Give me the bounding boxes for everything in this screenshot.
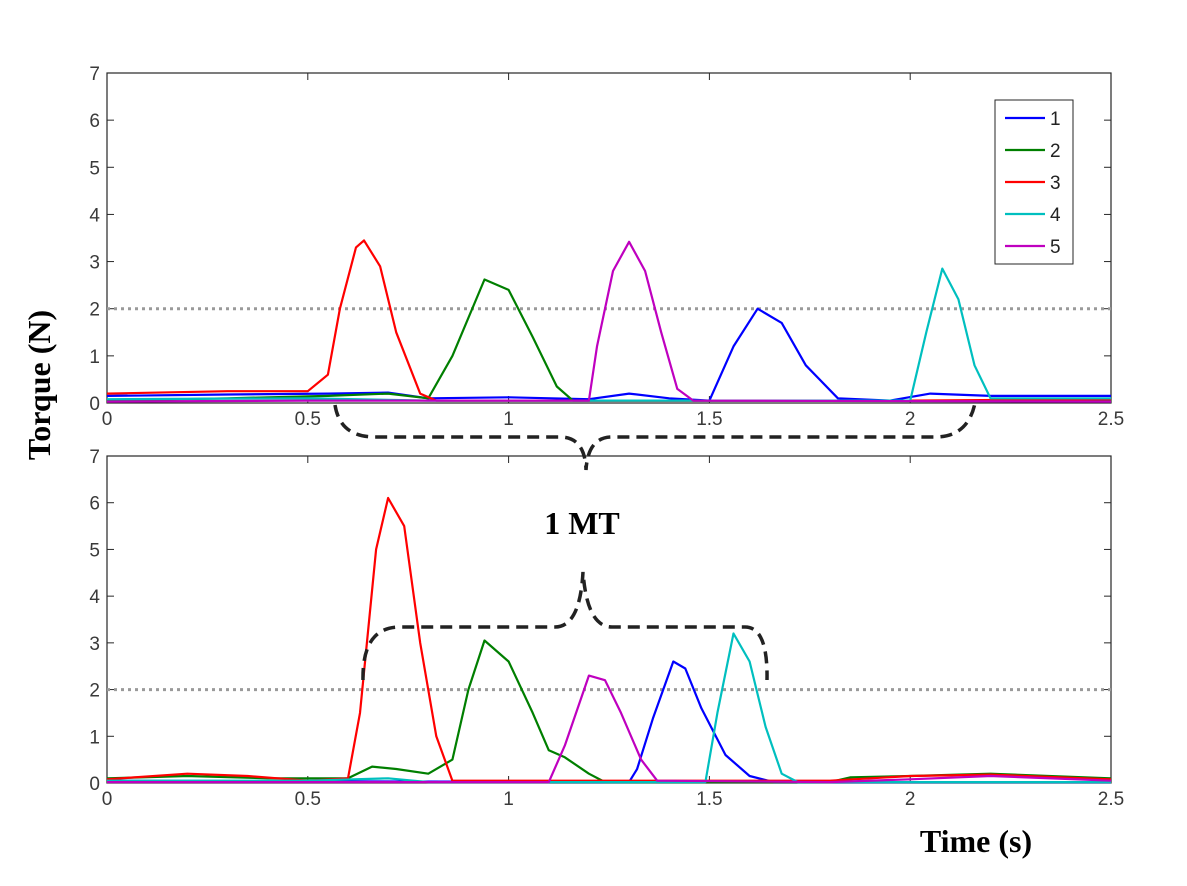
x-tick-label: 0.5: [295, 789, 321, 810]
legend: 1 2 3 4 5: [994, 99, 1074, 265]
legend-label: 3: [1050, 173, 1061, 194]
x-tick-label: 0: [102, 789, 113, 810]
y-tick-label: 4: [89, 205, 100, 226]
top-panel: 0 1 2 3 4 5 6 7 0 0.5 1 1.5 2 2.5 1 2 3 4 5: [89, 64, 1124, 430]
upper-brace: [333, 402, 977, 471]
y-tick-label: 6: [89, 111, 100, 132]
y-tick-label: 0: [89, 394, 100, 415]
series-line-2: [106, 639, 1112, 784]
y-tick-label: 3: [89, 253, 100, 274]
x-tick-label: 0.5: [295, 409, 321, 430]
series-line-3: [106, 239, 1112, 402]
series-line-5: [106, 240, 1112, 403]
y-tick-label: 7: [89, 447, 100, 468]
x-tick-label: 1: [503, 789, 514, 810]
series-line-4: [107, 632, 1111, 784]
lower-brace: [361, 571, 769, 681]
x-tick-label: 2: [905, 409, 916, 430]
y-tick-label: 1: [89, 727, 100, 748]
y-tick-label: 4: [89, 587, 100, 608]
x-axis-label: Time (s): [920, 823, 1032, 859]
y-tick-label: 1: [89, 347, 100, 368]
legend-label: 1: [1050, 109, 1061, 130]
y-tick-label: 5: [89, 540, 100, 561]
x-tick-label: 1: [503, 409, 514, 430]
bottom-panel: 0 1 2 3 4 5 6 7 0 0.5 1 1.5 2 2.5: [89, 447, 1124, 810]
series-line-1: [106, 660, 1111, 784]
series-line-2: [106, 278, 1111, 402]
x-tick-label: 1.5: [696, 789, 722, 810]
y-tick-label: 5: [89, 158, 100, 179]
x-tick-label: 2.5: [1098, 789, 1124, 810]
legend-label: 5: [1050, 237, 1061, 258]
y-tick-label: 2: [89, 300, 100, 321]
x-tick-label: 1.5: [696, 409, 722, 430]
legend-label: 2: [1050, 141, 1061, 162]
legend-label: 4: [1050, 205, 1061, 226]
y-tick-label: 2: [89, 681, 100, 702]
series-line-5: [107, 674, 1112, 784]
series-line-3: [106, 496, 1112, 782]
x-tick-label: 0: [102, 409, 113, 430]
y-axis-label: Torque (N): [21, 310, 57, 460]
y-tick-label: 3: [89, 634, 100, 655]
y-tick-label: 0: [89, 774, 100, 795]
top-axes-frame: [106, 72, 1112, 404]
y-tick-label: 6: [89, 494, 100, 515]
annotation-label: 1 MT: [544, 505, 620, 541]
series-line-1: [106, 307, 1111, 402]
x-tick-label: 2.5: [1098, 409, 1124, 430]
x-tick-label: 2: [905, 789, 916, 810]
y-tick-label: 7: [89, 64, 100, 85]
